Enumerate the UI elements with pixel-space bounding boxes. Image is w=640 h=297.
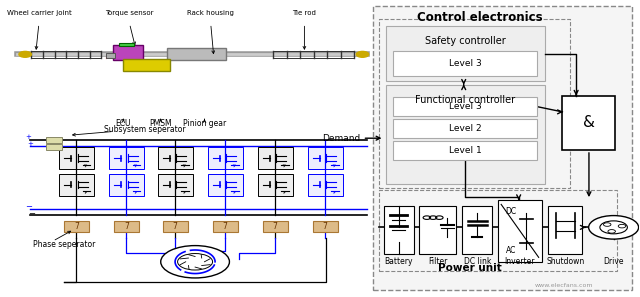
Bar bbox=[124, 59, 170, 70]
Bar bbox=[207, 147, 243, 169]
Text: Tie rod: Tie rod bbox=[292, 10, 316, 16]
Text: +: + bbox=[28, 141, 33, 147]
Bar bbox=[312, 221, 337, 232]
Bar bbox=[59, 147, 94, 169]
Bar bbox=[498, 200, 542, 262]
Text: 7: 7 bbox=[124, 222, 129, 231]
Bar bbox=[386, 85, 545, 184]
Text: ECU: ECU bbox=[115, 119, 131, 128]
Bar bbox=[157, 173, 193, 196]
Text: &: & bbox=[583, 115, 595, 130]
Text: Safety controller: Safety controller bbox=[425, 36, 506, 45]
Circle shape bbox=[608, 230, 616, 233]
Text: Drive: Drive bbox=[604, 257, 624, 266]
Bar bbox=[308, 173, 342, 196]
Text: Filter: Filter bbox=[428, 257, 447, 266]
Bar bbox=[64, 221, 89, 232]
Bar bbox=[207, 173, 243, 196]
Bar bbox=[257, 147, 292, 169]
Bar bbox=[212, 221, 237, 232]
Text: DC link: DC link bbox=[464, 257, 491, 266]
Text: Level 3: Level 3 bbox=[449, 59, 481, 68]
Circle shape bbox=[604, 223, 611, 226]
Text: Power unit: Power unit bbox=[438, 263, 502, 273]
Bar bbox=[14, 1, 371, 296]
Text: Phase seperator: Phase seperator bbox=[33, 240, 95, 249]
Text: Shutdown: Shutdown bbox=[546, 257, 584, 266]
Text: Pinion gear: Pinion gear bbox=[183, 119, 226, 128]
Text: Functional controller: Functional controller bbox=[415, 95, 515, 105]
Circle shape bbox=[356, 51, 369, 57]
Text: Battery: Battery bbox=[385, 257, 413, 266]
Bar bbox=[308, 147, 342, 169]
Bar bbox=[419, 206, 456, 255]
Bar bbox=[113, 45, 143, 60]
Bar bbox=[393, 97, 537, 116]
Circle shape bbox=[600, 221, 627, 234]
Text: Control electronics: Control electronics bbox=[417, 11, 542, 24]
Text: +: + bbox=[25, 134, 31, 140]
Bar bbox=[384, 206, 413, 255]
Text: Demand: Demand bbox=[323, 134, 360, 143]
Text: DC: DC bbox=[506, 207, 516, 216]
Text: Level 1: Level 1 bbox=[449, 146, 481, 155]
Bar bbox=[119, 42, 134, 46]
Bar bbox=[59, 173, 94, 196]
Bar bbox=[386, 26, 545, 81]
Bar bbox=[380, 190, 617, 271]
Bar bbox=[167, 48, 227, 60]
Bar bbox=[106, 53, 115, 59]
Circle shape bbox=[19, 51, 31, 57]
Bar bbox=[262, 221, 287, 232]
Text: 7: 7 bbox=[323, 222, 328, 231]
Text: Wheel carrier joint: Wheel carrier joint bbox=[6, 10, 71, 16]
Bar bbox=[163, 221, 188, 232]
Bar bbox=[109, 147, 144, 169]
Text: Inverter: Inverter bbox=[505, 257, 535, 266]
Bar bbox=[109, 173, 144, 196]
Circle shape bbox=[177, 254, 212, 270]
Bar bbox=[563, 96, 616, 150]
Text: PMSM: PMSM bbox=[149, 119, 172, 128]
Bar bbox=[157, 147, 193, 169]
Text: Level 3: Level 3 bbox=[449, 102, 481, 111]
Bar bbox=[380, 19, 570, 188]
Text: AC: AC bbox=[506, 246, 516, 255]
Text: Torque sensor: Torque sensor bbox=[105, 10, 154, 16]
Text: 7: 7 bbox=[74, 222, 79, 231]
Text: −: − bbox=[25, 202, 32, 211]
Bar bbox=[463, 206, 492, 255]
Text: 7: 7 bbox=[173, 222, 177, 231]
Bar bbox=[47, 144, 62, 150]
Text: 7: 7 bbox=[223, 222, 227, 231]
Text: www.elecfans.com: www.elecfans.com bbox=[534, 283, 593, 288]
Circle shape bbox=[161, 246, 230, 278]
Bar bbox=[114, 221, 139, 232]
Bar bbox=[257, 173, 292, 196]
Text: 7: 7 bbox=[273, 222, 278, 231]
Bar bbox=[393, 51, 537, 76]
Bar bbox=[47, 137, 62, 143]
Circle shape bbox=[618, 224, 626, 228]
Text: Rack housing: Rack housing bbox=[188, 10, 234, 16]
Bar bbox=[393, 141, 537, 160]
Bar bbox=[393, 119, 537, 138]
Text: Subsystem seperator: Subsystem seperator bbox=[104, 125, 186, 134]
Text: Level 2: Level 2 bbox=[449, 124, 481, 133]
Bar bbox=[548, 206, 582, 255]
Text: −: − bbox=[28, 209, 35, 218]
Bar bbox=[373, 6, 632, 290]
Circle shape bbox=[589, 216, 639, 239]
